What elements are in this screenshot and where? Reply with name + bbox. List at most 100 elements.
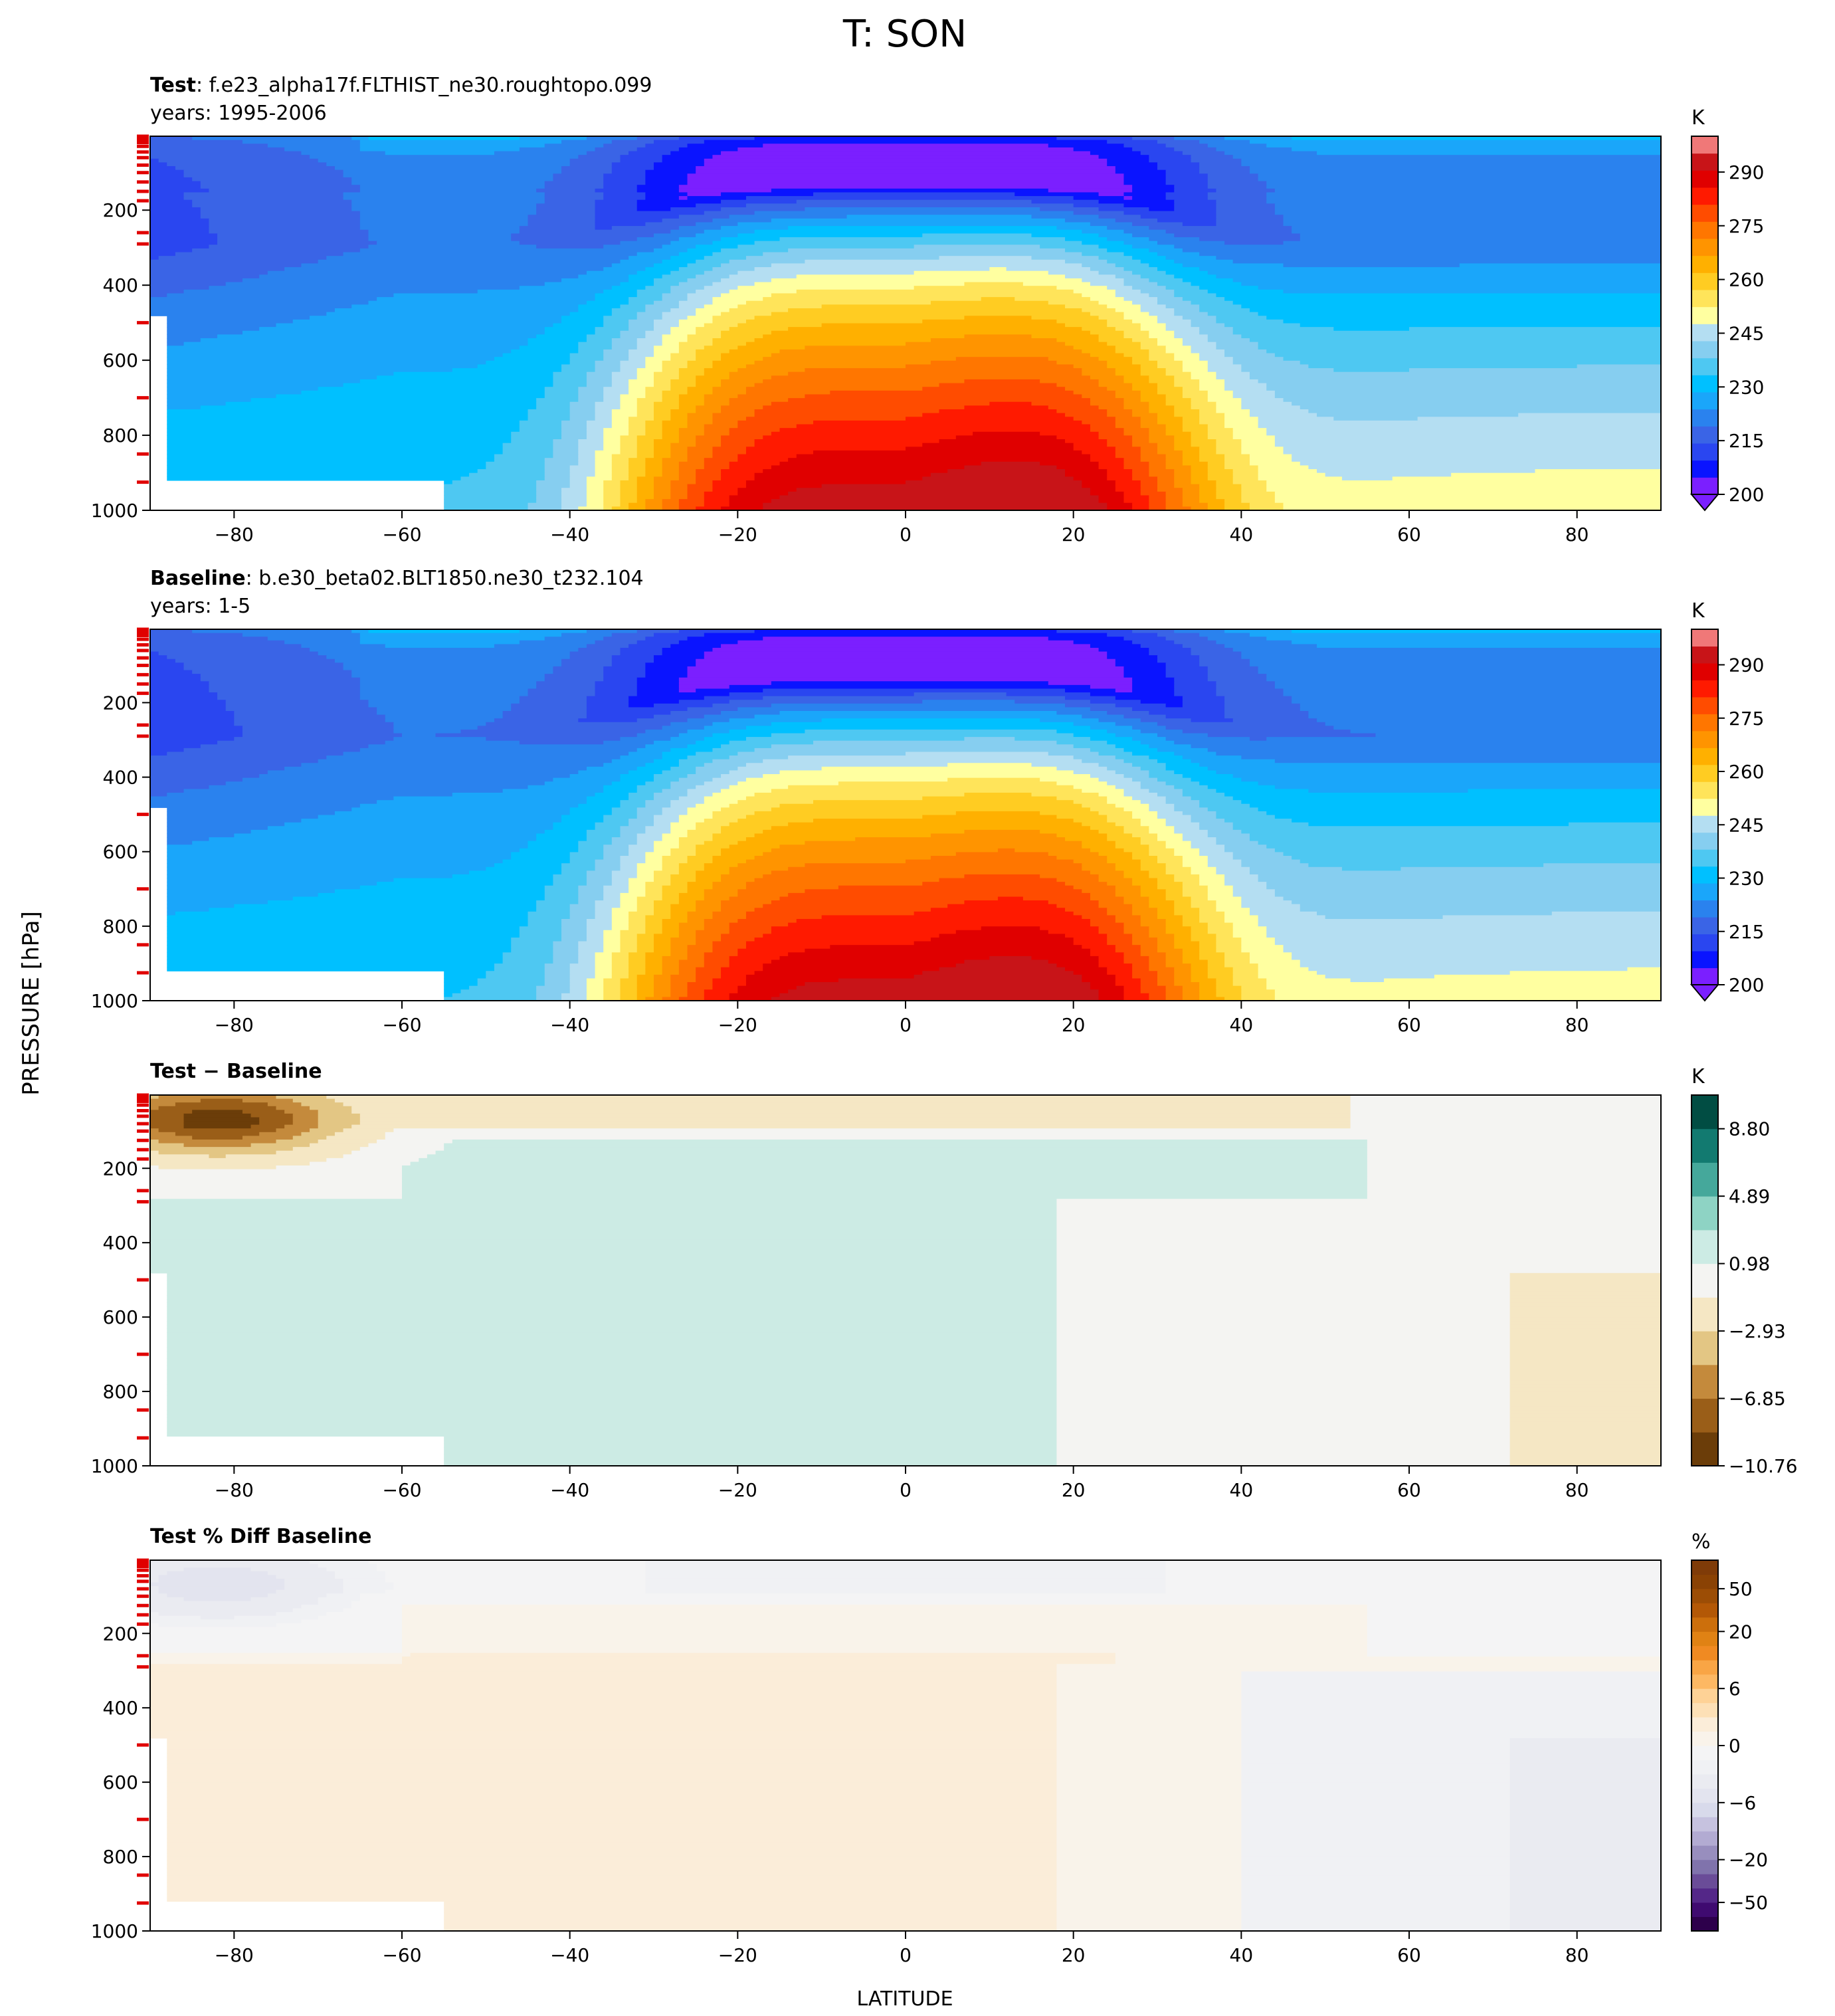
- colorbar-tick-label: 215: [1729, 921, 1764, 943]
- colorbar-segment: [1691, 1162, 1718, 1197]
- panel-subtitle: years: 1-5: [150, 595, 250, 618]
- x-tick-label: −40: [550, 1014, 589, 1036]
- colorbar: K −10.76 −6.85 −2.93 0.98 4.89 8.80: [1691, 1065, 1798, 1477]
- panel-title-bold: Test − Baseline: [150, 1060, 322, 1083]
- colorbar-tick-label: 200: [1729, 974, 1764, 996]
- colorbar-segment: [1691, 375, 1718, 393]
- colorbar-segment: [1691, 1588, 1718, 1603]
- colorbar-segment: [1691, 730, 1718, 748]
- x-tick-label: 80: [1565, 1944, 1589, 1966]
- colorbar-segment: [1691, 1263, 1718, 1298]
- colorbar-segment: [1691, 1645, 1718, 1661]
- y-tick-label: 1000: [91, 500, 138, 522]
- x-tick-label: 80: [1565, 1479, 1589, 1501]
- colorbar-segment: [1691, 1095, 1718, 1130]
- colorbar-tick-label: 20: [1729, 1621, 1753, 1643]
- colorbar-segment: [1691, 832, 1718, 850]
- colorbar-extend: [1690, 984, 1720, 1002]
- x-tick-label: −40: [550, 524, 589, 546]
- y-tick-label: 600: [103, 1306, 138, 1328]
- contour-field: [150, 136, 1661, 510]
- colorbar-segment: [1691, 1196, 1718, 1231]
- figure-ylabel: PRESSURE [hPa]: [18, 911, 45, 1095]
- colorbar-unit: K: [1691, 599, 1705, 623]
- colorbar-segment: [1691, 1746, 1718, 1760]
- colorbar-tick-label: 200: [1729, 484, 1764, 506]
- y-tick-label: 600: [103, 1771, 138, 1793]
- x-tick-label: 60: [1397, 1014, 1421, 1036]
- contour-field: [150, 629, 1661, 1001]
- colorbar-segment: [1691, 900, 1718, 918]
- colorbar-segment: [1691, 917, 1718, 935]
- colorbar-extend: [1690, 494, 1720, 512]
- panel-4: Test % Diff Baseline−80 −60 −40 −20 0 20 40 60 8…: [91, 1525, 1768, 1966]
- y-tick-label: 800: [103, 425, 138, 447]
- panel-title: Test − Baseline: [150, 1060, 322, 1083]
- colorbar-segment: [1691, 290, 1718, 308]
- panel-3: Test − Baseline −80 −60 −40 −20 0 20 40 60 80 200 4…: [91, 1060, 1798, 1501]
- x-tick-label: 0: [900, 1014, 912, 1036]
- colorbar-tick-label: 245: [1729, 814, 1764, 836]
- x-tick-label: 20: [1062, 1014, 1086, 1036]
- y-tick-label: 400: [103, 767, 138, 789]
- colorbar-segment: [1691, 1229, 1718, 1264]
- y-tick-label: 800: [103, 1381, 138, 1403]
- colorbar-segment: [1691, 629, 1718, 647]
- colorbar-segment: [1691, 1888, 1718, 1903]
- colorbar-segment: [1691, 1331, 1718, 1365]
- x-tick-label: 60: [1397, 1479, 1421, 1501]
- colorbar-segment: [1691, 714, 1718, 732]
- colorbar-tick-label: 0.98: [1729, 1253, 1770, 1275]
- x-tick-label: 0: [900, 524, 912, 546]
- panel-title: Baseline: b.e30_beta02.BLT1850.ne30_t232…: [150, 567, 644, 590]
- colorbar-tick-label: −6: [1729, 1792, 1756, 1814]
- colorbar-tick-label: 260: [1729, 761, 1764, 783]
- colorbar-segment: [1691, 1831, 1718, 1846]
- colorbar-segment: [1691, 477, 1718, 495]
- x-tick-label: 80: [1565, 1014, 1589, 1036]
- colorbar-tick-label: −2.93: [1729, 1320, 1786, 1342]
- x-tick-label: −20: [718, 1479, 757, 1501]
- colorbar-segment: [1691, 409, 1718, 427]
- x-tick-label: −40: [550, 1479, 589, 1501]
- colorbar-tick-label: 260: [1729, 269, 1764, 291]
- colorbar-segment: [1691, 221, 1718, 239]
- x-tick-label: 20: [1062, 524, 1086, 546]
- colorbar-segment: [1691, 1297, 1718, 1332]
- colorbar-segment: [1691, 696, 1718, 714]
- x-tick-label: −20: [718, 1944, 757, 1966]
- x-tick-label: 0: [900, 1944, 912, 1966]
- colorbar-segment: [1691, 460, 1718, 478]
- colorbar-segment: [1691, 1859, 1718, 1874]
- x-tick-label: −80: [215, 1014, 254, 1036]
- x-tick-label: 40: [1230, 1014, 1254, 1036]
- colorbar-frame: [1691, 629, 1719, 985]
- colorbar-segment: [1691, 764, 1718, 782]
- colorbar-tick-label: 275: [1729, 708, 1764, 730]
- y-tick-label: 800: [103, 1846, 138, 1868]
- y-tick-label: 1000: [91, 1455, 138, 1477]
- colorbar-tick-label: 290: [1729, 655, 1764, 676]
- colorbar-segment: [1691, 204, 1718, 222]
- panel-title-bold: Test % Diff Baseline: [150, 1525, 372, 1548]
- y-tick-label: 200: [103, 199, 138, 221]
- colorbar-segment: [1691, 1773, 1718, 1789]
- x-tick-label: −60: [382, 1014, 421, 1036]
- x-tick-label: −60: [382, 524, 421, 546]
- x-tick-label: −20: [718, 524, 757, 546]
- panel-title: Test % Diff Baseline: [150, 1525, 372, 1548]
- colorbar-segment: [1691, 1432, 1718, 1466]
- colorbar-segment: [1691, 1788, 1718, 1803]
- colorbar-tick-label: 50: [1729, 1578, 1753, 1600]
- x-tick-label: 20: [1062, 1944, 1086, 1966]
- colorbar-tick-label: −10.76: [1729, 1455, 1798, 1477]
- colorbar-frame: [1691, 136, 1719, 495]
- colorbar-tick-label: 290: [1729, 161, 1764, 183]
- y-tick-label: 200: [103, 1623, 138, 1645]
- colorbar-segment: [1691, 1802, 1718, 1817]
- colorbar-segment: [1691, 272, 1718, 290]
- colorbar-tick-label: −20: [1729, 1849, 1768, 1871]
- y-tick-label: 400: [103, 1697, 138, 1719]
- y-tick-label: 400: [103, 1232, 138, 1254]
- colorbar-segment: [1691, 341, 1718, 359]
